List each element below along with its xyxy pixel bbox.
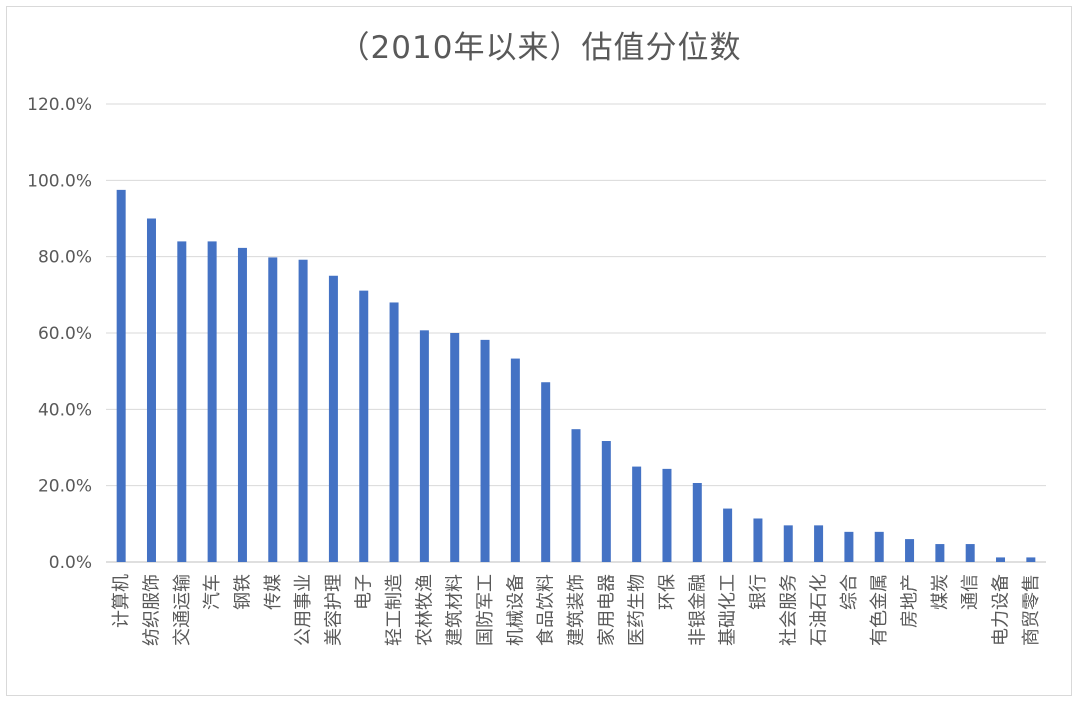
bar xyxy=(146,218,156,562)
x-tick-label: 石油石化 xyxy=(809,574,830,646)
bar xyxy=(268,257,278,562)
x-tick-label: 建筑材料 xyxy=(445,574,466,646)
bar xyxy=(116,189,126,562)
y-tick-label: 20.0% xyxy=(38,477,92,497)
bar xyxy=(905,539,915,562)
x-tick-label: 美容护理 xyxy=(323,574,344,646)
bar xyxy=(965,544,975,562)
y-tick-label: 80.0% xyxy=(38,248,92,268)
bar xyxy=(723,508,733,562)
x-tick-label: 环保 xyxy=(657,574,678,610)
bar xyxy=(389,302,399,562)
x-tick-label: 商贸零售 xyxy=(1021,574,1042,646)
x-tick-label: 家用电器 xyxy=(596,574,617,646)
x-tick-label: 银行 xyxy=(748,574,769,610)
bar xyxy=(1026,557,1036,562)
x-tick-label: 综合 xyxy=(839,574,860,610)
x-tick-label: 食品饮料 xyxy=(536,574,557,646)
bar xyxy=(510,358,520,562)
x-tick-label: 钢铁 xyxy=(232,574,253,610)
x-tick-label: 建筑装饰 xyxy=(566,574,587,646)
y-tick-label: 0.0% xyxy=(49,553,92,573)
bar xyxy=(177,241,187,562)
x-tick-label: 有色金属 xyxy=(869,574,890,646)
y-tick-label: 100.0% xyxy=(27,171,92,191)
x-tick-label: 电子 xyxy=(354,574,375,610)
bar xyxy=(874,531,884,562)
bar xyxy=(450,333,460,562)
y-tick-label: 40.0% xyxy=(38,400,92,420)
bar xyxy=(298,259,308,562)
bar xyxy=(237,247,247,562)
x-tick-label: 交通运输 xyxy=(172,574,193,646)
chart-title: （2010年以来）估值分位数 xyxy=(338,30,742,66)
bar xyxy=(632,466,642,562)
bar xyxy=(359,290,369,562)
y-tick-label: 60.0% xyxy=(38,324,92,344)
bar xyxy=(541,382,551,562)
bar xyxy=(996,557,1006,562)
x-tick-label: 机械设备 xyxy=(505,574,526,646)
bar xyxy=(844,531,854,562)
x-tick-label: 医药生物 xyxy=(627,574,648,646)
bar xyxy=(419,330,429,562)
bar xyxy=(328,275,338,562)
bar xyxy=(207,241,217,562)
x-tick-label: 社会服务 xyxy=(778,574,799,646)
bar xyxy=(601,441,611,562)
x-tick-label: 汽车 xyxy=(202,574,223,610)
x-tick-label: 国防军工 xyxy=(475,574,496,646)
x-axis-ticks: 计算机 纺织服饰 交通运输 汽车 钢铁 传媒 公用事业 美容护理 电子 轻工制造 农林牧渔 建筑材料国… xyxy=(111,574,1042,646)
bar xyxy=(783,525,793,562)
x-tick-label: 公用事业 xyxy=(293,574,314,646)
x-tick-label: 传媒 xyxy=(263,574,284,610)
bar xyxy=(662,468,672,562)
bar xyxy=(480,339,490,562)
x-tick-label: 纺织服饰 xyxy=(141,574,162,646)
gridlines xyxy=(106,103,1046,563)
x-tick-label: 轻工制造 xyxy=(384,574,405,646)
x-tick-label: 电力设备 xyxy=(991,574,1012,646)
bar xyxy=(692,482,702,562)
bar xyxy=(814,525,824,562)
y-axis-ticks: 0.0% 20.0% 40.0% 60.0% 80.0% 100.0% 120.0% xyxy=(27,95,92,573)
y-tick-label: 120.0% xyxy=(27,95,92,115)
x-tick-label: 计算机 xyxy=(111,574,132,628)
bars xyxy=(116,189,1036,562)
x-tick-label: 煤炭 xyxy=(930,574,951,610)
x-tick-label: 农林牧渔 xyxy=(414,574,435,646)
x-tick-label: 基础化工 xyxy=(718,574,739,646)
x-tick-label: 通信 xyxy=(960,574,981,610)
bar xyxy=(753,518,763,562)
bar xyxy=(571,429,581,562)
x-tick-label: 非银金融 xyxy=(687,574,708,646)
x-tick-label: 房地产 xyxy=(900,574,921,628)
bar xyxy=(935,544,945,562)
